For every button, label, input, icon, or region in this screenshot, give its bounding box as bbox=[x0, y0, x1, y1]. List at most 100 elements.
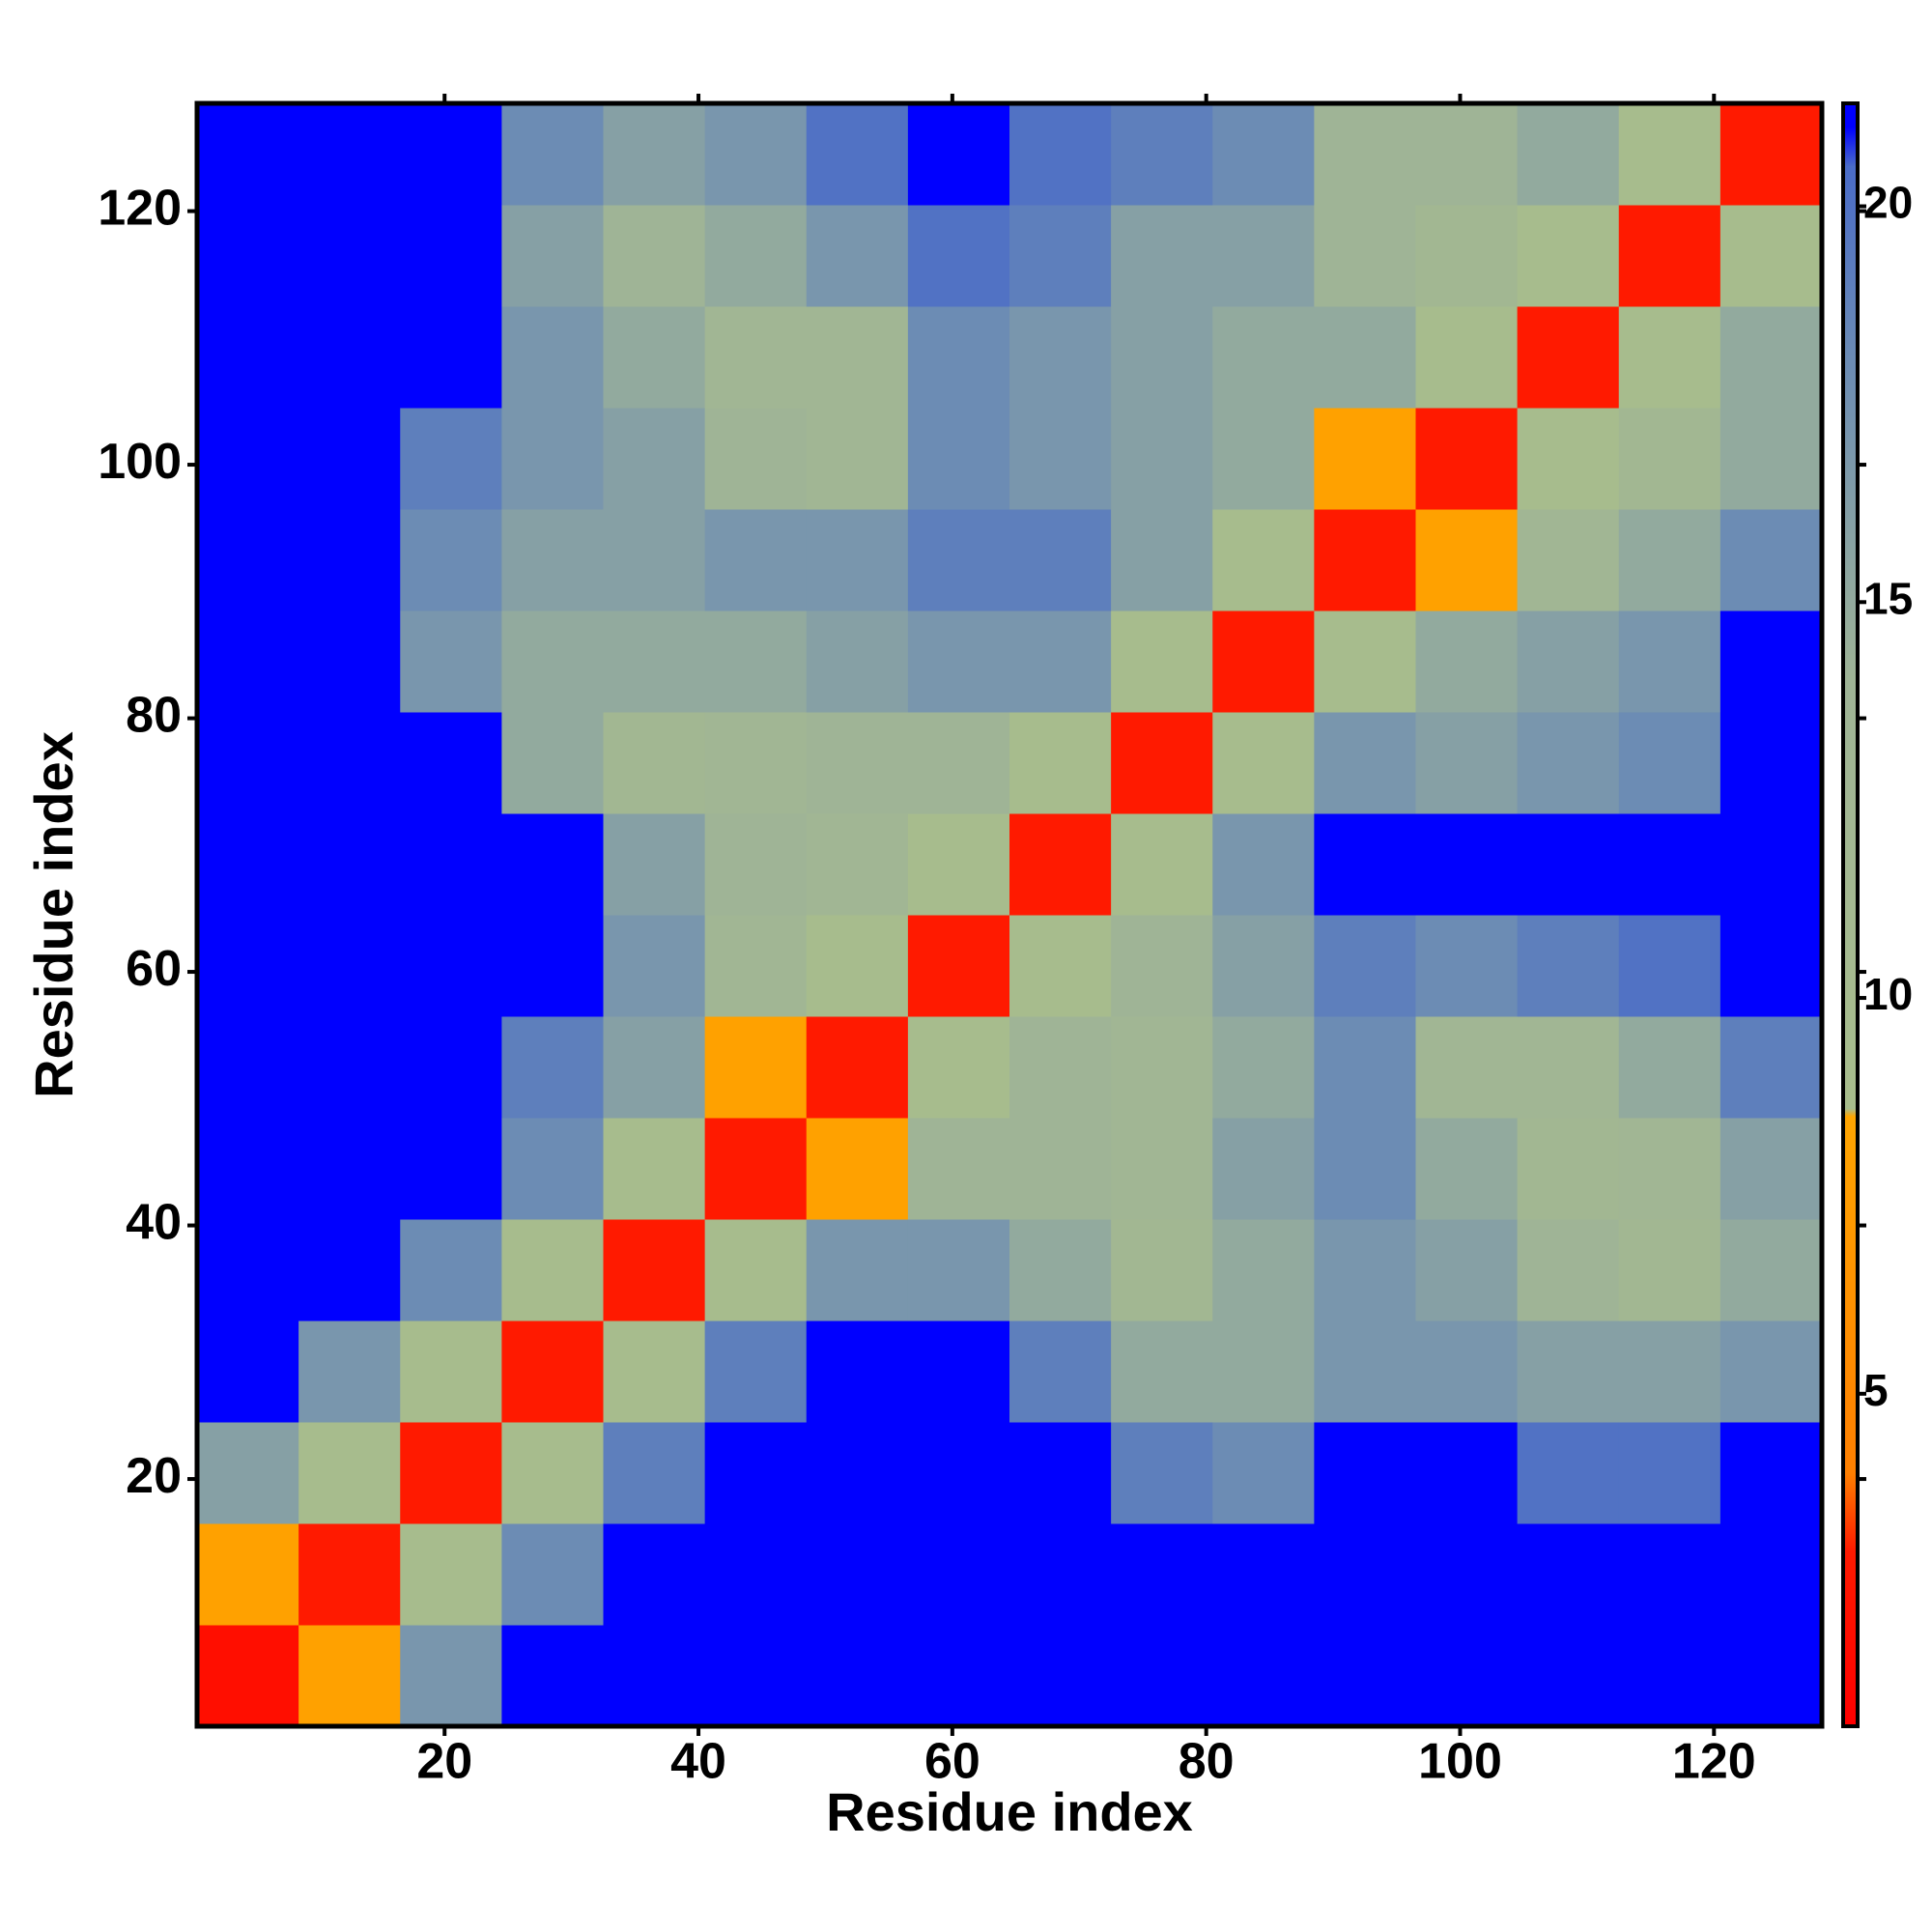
heatmap-cell bbox=[1719, 509, 1823, 611]
heatmap-cell bbox=[806, 813, 909, 916]
heatmap-cell bbox=[1009, 1016, 1112, 1119]
heatmap-cell bbox=[1517, 205, 1620, 307]
heatmap-cell bbox=[1111, 611, 1213, 713]
heatmap-cell bbox=[1212, 813, 1315, 916]
heatmap-cell bbox=[1111, 103, 1213, 206]
heatmap-cell bbox=[1111, 1523, 1213, 1626]
heatmap-cell bbox=[298, 1523, 401, 1626]
heatmap-cell bbox=[298, 712, 401, 814]
heatmap-cell bbox=[1212, 1219, 1315, 1321]
heatmap-cell bbox=[704, 1625, 808, 1727]
heatmap-cell bbox=[501, 408, 604, 510]
heatmap-cell bbox=[1517, 1321, 1620, 1423]
heatmap-cell bbox=[603, 306, 706, 409]
heatmap-cell bbox=[501, 813, 604, 916]
heatmap-cell bbox=[501, 1016, 604, 1119]
heatmap-cell bbox=[298, 103, 401, 206]
heatmap-cell bbox=[400, 1219, 502, 1321]
heatmap-cell bbox=[400, 611, 502, 713]
heatmap-cell bbox=[1719, 1219, 1823, 1321]
heatmap-cell bbox=[1314, 408, 1416, 510]
heatmap-cell bbox=[704, 1422, 808, 1524]
heatmap-cell bbox=[1314, 1219, 1416, 1321]
heatmap-cell bbox=[603, 1523, 706, 1626]
heatmap-cell bbox=[603, 1016, 706, 1119]
heatmap-cell bbox=[907, 1625, 1010, 1727]
heatmap-cell bbox=[1212, 103, 1315, 206]
heatmap-cell bbox=[806, 1422, 909, 1524]
heatmap-cell bbox=[400, 915, 502, 1017]
heatmap-cell bbox=[197, 915, 299, 1017]
heatmap-cell bbox=[907, 1219, 1010, 1321]
heatmap-cell bbox=[1111, 408, 1213, 510]
heatmap-cell bbox=[501, 915, 604, 1017]
heatmap-cell bbox=[400, 1321, 502, 1423]
heatmap-cell bbox=[400, 306, 502, 409]
heatmap-cell bbox=[298, 915, 401, 1017]
heatmap-cell bbox=[1111, 1219, 1213, 1321]
heatmap-cell bbox=[1314, 1523, 1416, 1626]
heatmap-cell bbox=[1618, 813, 1721, 916]
heatmap-cell bbox=[1517, 712, 1620, 814]
heatmap-cell bbox=[1415, 1219, 1519, 1321]
heatmap-cell bbox=[1415, 1625, 1519, 1727]
heatmap-cell bbox=[1517, 1523, 1620, 1626]
heatmap-cell bbox=[1009, 611, 1112, 713]
heatmap-cell bbox=[501, 712, 604, 814]
heatmap-cell bbox=[1719, 1523, 1823, 1626]
heatmap-cell bbox=[1719, 611, 1823, 713]
heatmap-cell bbox=[603, 1219, 706, 1321]
y-axis-title: Residue index bbox=[23, 731, 84, 1098]
heatmap-cell bbox=[806, 205, 909, 307]
heatmap-cell bbox=[400, 408, 502, 510]
heatmap-cell bbox=[501, 306, 604, 409]
colorbar-tick-label: 5 bbox=[1863, 1365, 1889, 1415]
heatmap-cell bbox=[298, 611, 401, 713]
heatmap-cell bbox=[603, 712, 706, 814]
heatmap-cell bbox=[907, 1016, 1010, 1119]
y-tick-label: 60 bbox=[126, 941, 182, 997]
heatmap-cell bbox=[1111, 915, 1213, 1017]
heatmap-cell bbox=[806, 915, 909, 1017]
heatmap-cell bbox=[1719, 306, 1823, 409]
heatmap-cell bbox=[400, 1016, 502, 1119]
heatmap-cell bbox=[1111, 509, 1213, 611]
heatmap-cell bbox=[806, 1016, 909, 1119]
heatmap-cell bbox=[1212, 205, 1315, 307]
heatmap-cell bbox=[400, 509, 502, 611]
heatmap-cell bbox=[1009, 1422, 1112, 1524]
heatmap-cell bbox=[1517, 103, 1620, 206]
heatmap-cell bbox=[704, 1219, 808, 1321]
heatmap-cell bbox=[1212, 712, 1315, 814]
heatmap-cell bbox=[501, 103, 604, 206]
heatmap-cell bbox=[1314, 103, 1416, 206]
heatmap-cell bbox=[1111, 1625, 1213, 1727]
heatmap-cell bbox=[1517, 509, 1620, 611]
heatmap-cell bbox=[1415, 306, 1519, 409]
heatmap-cell bbox=[1212, 1118, 1315, 1220]
heatmap-cell bbox=[1212, 1016, 1315, 1119]
y-tick-label: 40 bbox=[126, 1194, 182, 1250]
heatmap-cell bbox=[501, 509, 604, 611]
heatmap-cell bbox=[1009, 306, 1112, 409]
heatmap-cell bbox=[1719, 408, 1823, 510]
heatmap-cell bbox=[501, 1118, 604, 1220]
heatmap-cell bbox=[1009, 915, 1112, 1017]
heatmap-cell bbox=[1618, 1625, 1721, 1727]
heatmap-cell bbox=[603, 915, 706, 1017]
heatmap-cell bbox=[907, 813, 1010, 916]
heatmap-cell bbox=[298, 1321, 401, 1423]
heatmap-cell bbox=[400, 1422, 502, 1524]
x-tick-label: 60 bbox=[924, 1734, 980, 1790]
heatmap-cell bbox=[907, 1523, 1010, 1626]
heatmap-cell bbox=[1009, 1219, 1112, 1321]
heatmap-cell bbox=[501, 1523, 604, 1626]
heatmap-cell bbox=[1415, 408, 1519, 510]
heatmap-cell bbox=[1111, 1422, 1213, 1524]
heatmap-cell bbox=[1212, 509, 1315, 611]
heatmap-cell bbox=[603, 1422, 706, 1524]
heatmap-cell bbox=[1719, 1321, 1823, 1423]
heatmap-cell bbox=[197, 1219, 299, 1321]
heatmap-cell bbox=[1618, 509, 1721, 611]
plot-frame bbox=[194, 100, 1825, 1729]
